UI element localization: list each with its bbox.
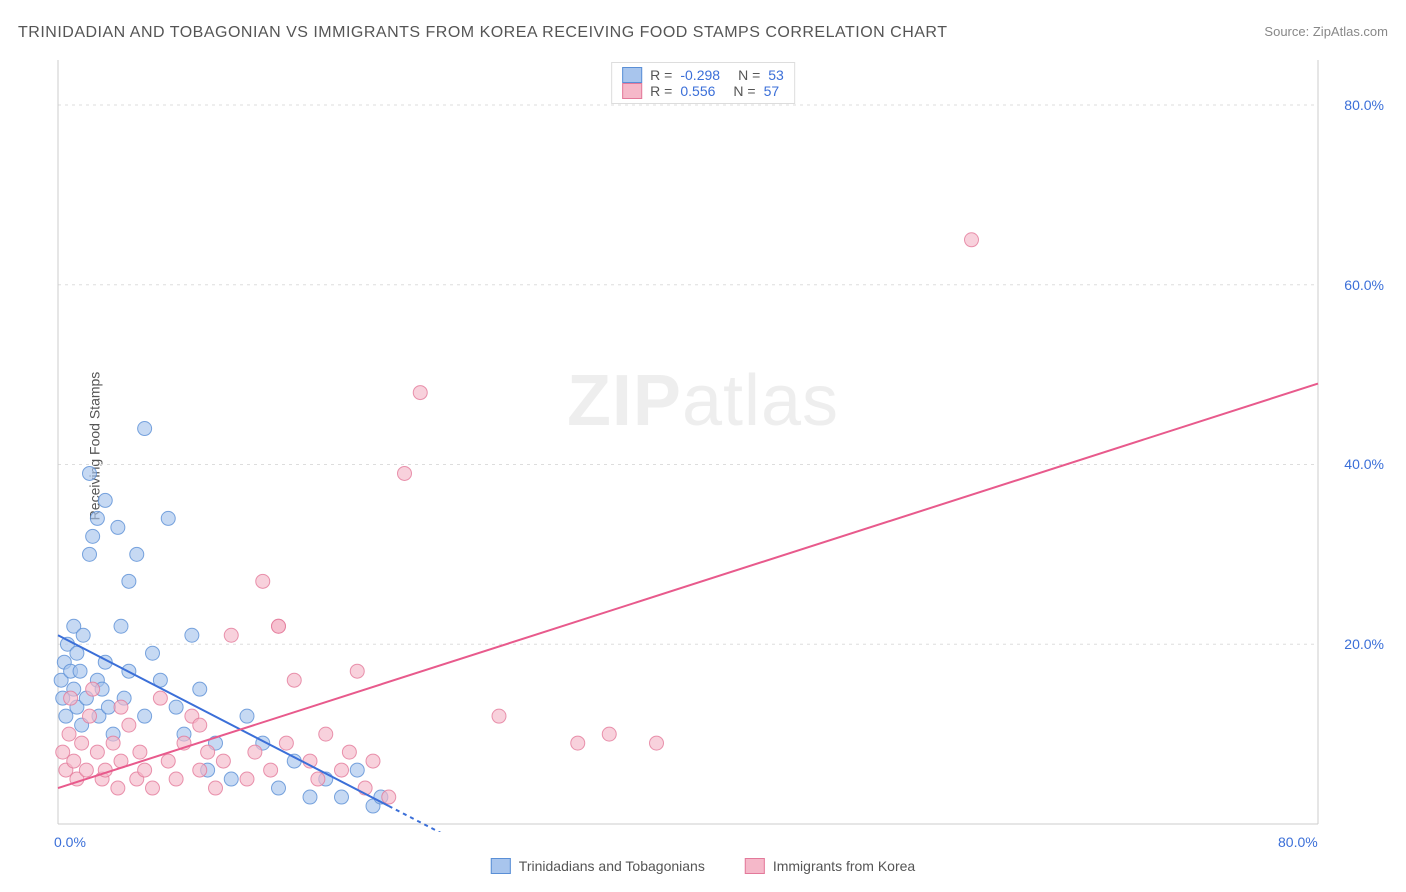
source-link[interactable]: ZipAtlas.com bbox=[1313, 24, 1388, 39]
legend-swatch bbox=[745, 858, 765, 874]
chart-title: TRINIDADIAN AND TOBAGONIAN VS IMMIGRANTS… bbox=[18, 24, 947, 42]
legend-swatch bbox=[622, 83, 642, 99]
source-attribution: Source: ZipAtlas.com bbox=[1264, 24, 1388, 39]
legend-n-label: N = bbox=[733, 83, 755, 99]
y-tick-label: 60.0% bbox=[1344, 277, 1384, 293]
legend-correlation-box: R = -0.298 N = 53 R = 0.556 N = 57 bbox=[611, 62, 795, 104]
x-tick-label: 0.0% bbox=[54, 834, 86, 850]
legend-series-label: Immigrants from Korea bbox=[773, 858, 915, 874]
legend-correlation-row: R = -0.298 N = 53 bbox=[622, 67, 784, 83]
legend-series: Trinidadians and Tobagonians Immigrants f… bbox=[491, 858, 915, 874]
y-tick-label: 40.0% bbox=[1344, 456, 1384, 472]
legend-correlation-row: R = 0.556 N = 57 bbox=[622, 83, 784, 99]
legend-r-value: -0.298 bbox=[680, 67, 720, 83]
legend-swatch bbox=[491, 858, 511, 874]
legend-r-label: R = bbox=[650, 67, 672, 83]
legend-r-label: R = bbox=[650, 83, 672, 99]
legend-series-label: Trinidadians and Tobagonians bbox=[519, 858, 705, 874]
source-label: Source: bbox=[1264, 24, 1309, 39]
legend-n-value: 57 bbox=[764, 83, 780, 99]
legend-n-value: 53 bbox=[768, 67, 784, 83]
legend-series-item: Trinidadians and Tobagonians bbox=[491, 858, 705, 874]
scatter-chart-svg bbox=[50, 55, 1388, 832]
legend-series-item: Immigrants from Korea bbox=[745, 858, 915, 874]
legend-swatch bbox=[622, 67, 642, 83]
y-tick-label: 80.0% bbox=[1344, 97, 1384, 113]
legend-r-value: 0.556 bbox=[680, 83, 715, 99]
legend-n-label: N = bbox=[738, 67, 760, 83]
x-tick-label: 80.0% bbox=[1278, 834, 1318, 850]
chart-plot-area bbox=[50, 55, 1388, 832]
y-tick-label: 20.0% bbox=[1344, 636, 1384, 652]
